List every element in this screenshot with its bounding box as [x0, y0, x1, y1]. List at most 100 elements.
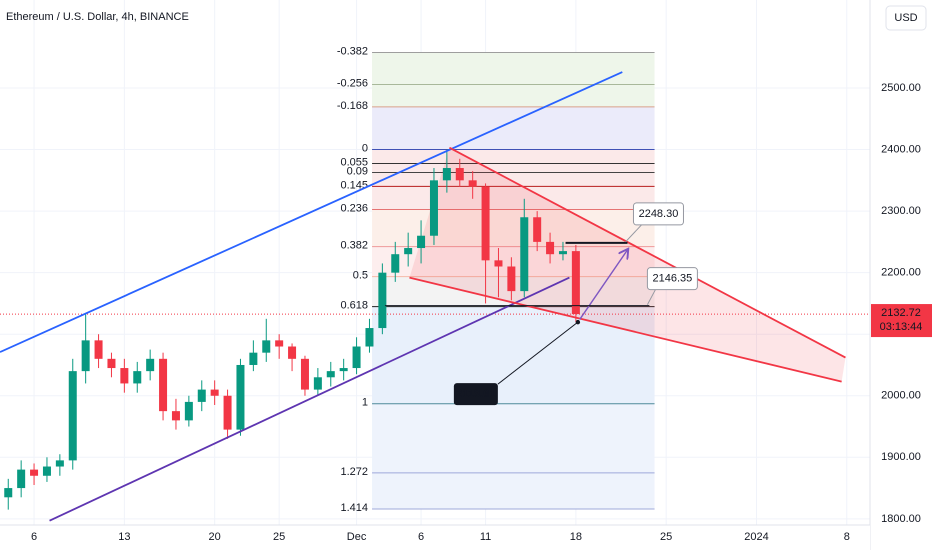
callout-box	[453, 383, 498, 406]
fib-level-label: 0.055	[341, 156, 369, 168]
candle-body	[120, 368, 129, 384]
y-tick-label: 2300.00	[881, 205, 921, 217]
candle-body	[571, 251, 580, 315]
candle-body	[507, 266, 516, 292]
fib-band	[372, 472, 655, 509]
candle-body	[365, 328, 374, 347]
last-price-tag	[871, 304, 932, 338]
candle-body	[404, 248, 413, 255]
x-tick-label: 11	[480, 531, 491, 543]
fib-level-label: 1.414	[341, 502, 369, 514]
candle-body	[17, 469, 26, 489]
time-axis	[0, 525, 870, 550]
candle-body	[210, 389, 219, 396]
y-tick-label: 2400.00	[881, 143, 921, 155]
candle-body	[133, 371, 142, 384]
countdown: 03:13:44	[880, 321, 923, 333]
fib-band	[372, 163, 655, 173]
fib-band	[372, 172, 655, 187]
candle-body	[288, 346, 297, 359]
x-tick-label: 6	[31, 531, 37, 543]
candle-body	[300, 358, 309, 390]
chart-title: Ethereum / U.S. Dollar, 4h, BINANCE	[6, 11, 189, 23]
fib-band	[372, 186, 655, 210]
axes: 1800.001900.002000.002100.002200.002300.…	[31, 82, 932, 543]
candle-body	[249, 352, 258, 365]
y-tick-label: 2500.00	[881, 82, 921, 94]
candle-body	[481, 186, 490, 261]
fib-level-label: 1.272	[341, 466, 369, 478]
fib-level-label: 0	[362, 142, 368, 154]
candle-body	[184, 401, 193, 421]
fib-level-label: 0.382	[341, 240, 369, 252]
fib-level-label: -0.168	[337, 100, 368, 112]
candle-body	[494, 260, 503, 267]
candle-body	[558, 251, 567, 255]
callout-label: 2119.61	[456, 388, 495, 400]
x-tick-label: 20	[209, 531, 221, 543]
candle-body	[520, 217, 529, 292]
trend-line	[449, 146, 846, 359]
candle-body	[339, 368, 348, 372]
y-tick-label: 1900.00	[881, 451, 921, 463]
callout-pointer	[497, 321, 579, 385]
fib-level-label: 0.236	[341, 202, 369, 214]
x-tick-label: 6	[418, 531, 424, 543]
price-axis	[870, 0, 932, 550]
candle-body	[42, 466, 51, 476]
candle-body	[468, 180, 477, 187]
candle-body	[455, 168, 464, 181]
x-tick-label: Dec	[347, 531, 367, 543]
x-tick-label: 25	[273, 531, 285, 543]
candle-body	[378, 272, 387, 329]
callout-tail	[625, 224, 642, 243]
candle-body	[55, 460, 64, 467]
callout-label: 2248.30	[639, 208, 679, 220]
candle-body	[68, 371, 77, 461]
callout-tail	[646, 289, 656, 305]
last-price: 2132.72	[881, 307, 921, 319]
candle-body	[107, 358, 116, 369]
candle-body	[429, 180, 438, 236]
fib-level-label: 0.618	[341, 300, 369, 312]
candle-body	[352, 346, 361, 369]
currency[interactable]: USD	[894, 12, 917, 24]
candle-body	[159, 358, 168, 412]
candle-body	[275, 340, 284, 347]
candle-body	[81, 340, 90, 372]
callout-label: 2146.35	[653, 273, 693, 285]
y-tick-label: 2000.00	[881, 390, 921, 402]
fib-level-label: 1	[362, 397, 368, 409]
trend-line	[0, 71, 623, 353]
candle-body	[313, 377, 322, 390]
candle-body	[326, 371, 335, 378]
candle-body	[262, 340, 271, 353]
callout-box	[646, 267, 698, 291]
fib-band	[372, 149, 655, 164]
candle-body	[146, 358, 155, 372]
x-tick-label: 13	[118, 531, 130, 543]
candle-body	[391, 254, 400, 273]
fib-level-label: 0.5	[353, 270, 368, 282]
fib-band	[372, 52, 655, 85]
candle-body	[223, 395, 232, 430]
candle-body	[417, 235, 426, 249]
candle-body	[171, 411, 180, 421]
wedge-fill	[409, 147, 846, 382]
x-tick-label: 18	[570, 531, 582, 543]
candle-body	[30, 469, 39, 476]
x-tick-label: 8	[844, 531, 850, 543]
currency-button[interactable]	[885, 5, 927, 31]
x-tick-label: 25	[660, 531, 672, 543]
x-tick-label: 2024	[744, 531, 768, 543]
arrow	[579, 250, 628, 320]
trend-line	[49, 276, 570, 522]
fib-level-label: 0.09	[347, 165, 368, 177]
candle-body	[94, 340, 103, 359]
candle-body	[236, 364, 245, 430]
callout-box	[632, 202, 684, 226]
fib-band	[372, 84, 655, 107]
fib-level-label: -0.256	[337, 77, 368, 89]
